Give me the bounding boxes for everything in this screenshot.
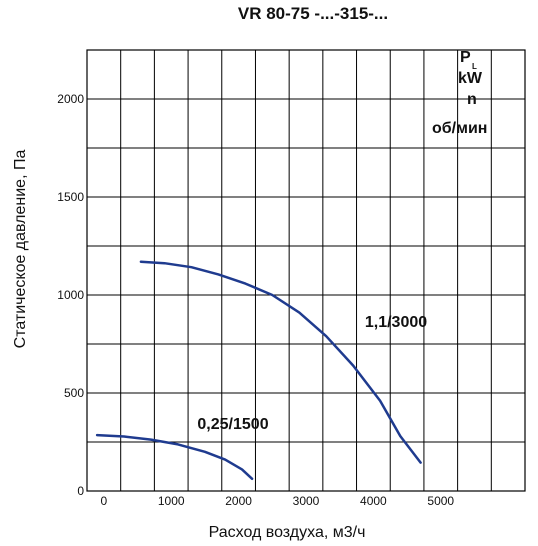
legend-pl: P: [460, 49, 471, 66]
legend-pl-subscript: L: [472, 62, 477, 71]
x-tick-label: 2000: [225, 494, 252, 508]
legend-kw: kW: [458, 70, 483, 87]
y-tick-label: 2000: [57, 92, 84, 106]
x-tick-label: 5000: [427, 494, 454, 508]
series-label-0: 0,25/1500: [197, 416, 268, 433]
chart-title: VR 80-75 -...-315-...: [238, 4, 388, 23]
series-line-1: [139, 260, 422, 464]
y-tick-label: 1500: [57, 190, 84, 204]
x-tick-label: 1000: [158, 494, 185, 508]
legend: P L kW n об/мин: [432, 49, 487, 137]
y-tick-label: 1000: [57, 288, 84, 302]
x-tick-label: 0: [101, 494, 108, 508]
series-label-1: 1,1/3000: [365, 314, 427, 331]
x-axis-label: Расход воздуха, м3/ч: [209, 524, 366, 541]
tick-labels: 0 1000 2000 3000 4000 5000 0 500 1000 1500 2000: [57, 92, 454, 508]
y-tick-label: 500: [64, 386, 84, 400]
x-tick-label: 4000: [360, 494, 387, 508]
grid: [86, 49, 526, 492]
series-layer: [95, 260, 422, 481]
y-tick-label: 0: [77, 484, 84, 498]
legend-rpm: об/мин: [432, 120, 487, 137]
y-axis-label: Статическое давление, Па: [12, 150, 29, 349]
series-line-0: [95, 433, 254, 481]
x-tick-label: 3000: [293, 494, 320, 508]
plot-border: [86, 49, 526, 492]
legend-n: n: [467, 91, 477, 108]
